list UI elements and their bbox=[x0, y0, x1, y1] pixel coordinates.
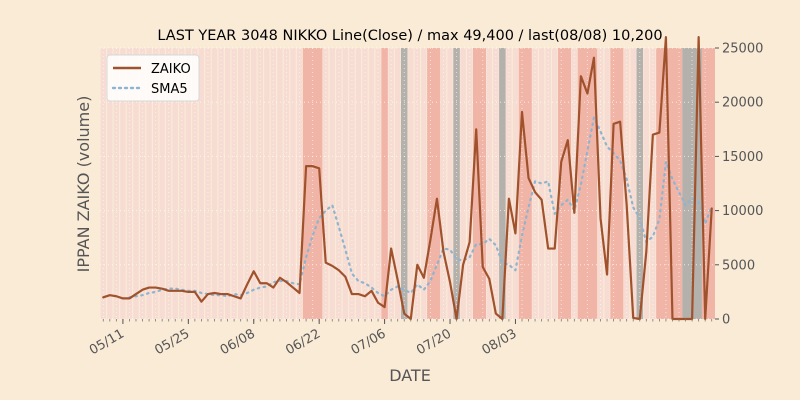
day-stripe bbox=[159, 48, 165, 319]
day-stripe bbox=[100, 48, 106, 319]
legend: ZAIKO SMA5 bbox=[106, 54, 200, 102]
day-stripe bbox=[440, 48, 447, 319]
highlight-band-5 bbox=[453, 48, 460, 319]
day-stripe bbox=[264, 48, 270, 319]
x-tick-label-0: 05/11 bbox=[87, 326, 127, 358]
day-stripe bbox=[251, 48, 257, 319]
highlight-band-2 bbox=[381, 48, 388, 319]
day-stripe bbox=[120, 48, 126, 319]
highlight-band-15 bbox=[701, 48, 715, 319]
day-stripe bbox=[421, 48, 427, 319]
day-stripe bbox=[166, 48, 172, 319]
day-stripe bbox=[290, 48, 296, 319]
day-stripe bbox=[323, 48, 329, 319]
legend-label-zaiko: ZAIKO bbox=[151, 62, 191, 77]
x-tick-label-4: 07/06 bbox=[349, 326, 389, 358]
day-stripe bbox=[342, 48, 349, 319]
x-axis-label: DATE bbox=[389, 366, 431, 385]
day-stripe bbox=[205, 48, 211, 319]
day-stripe bbox=[362, 48, 368, 319]
day-stripe bbox=[408, 48, 414, 319]
day-stripe bbox=[388, 48, 394, 319]
day-stripe bbox=[270, 48, 277, 319]
highlight-band-9 bbox=[557, 48, 572, 319]
day-stripe bbox=[126, 48, 133, 319]
highlight-band-4 bbox=[427, 48, 441, 319]
day-stripe bbox=[604, 48, 610, 319]
day-stripe bbox=[650, 48, 656, 319]
day-stripe bbox=[224, 48, 231, 319]
day-stripe bbox=[395, 48, 401, 319]
day-stripe bbox=[277, 48, 283, 319]
day-stripe bbox=[257, 48, 263, 319]
day-stripe bbox=[630, 48, 636, 319]
x-tick-label-5: 07/20 bbox=[414, 326, 454, 358]
day-stripe bbox=[113, 48, 120, 319]
highlight-band-7 bbox=[499, 48, 506, 319]
series-line-sma5 bbox=[128, 116, 713, 299]
day-stripe bbox=[506, 48, 512, 319]
day-stripe bbox=[329, 48, 335, 319]
series-lines bbox=[102, 36, 713, 321]
day-stripe bbox=[643, 48, 649, 319]
y-tick-label-3: 15000 bbox=[722, 150, 763, 165]
day-stripe bbox=[192, 48, 198, 319]
day-stripe bbox=[460, 48, 466, 319]
day-stripe bbox=[296, 48, 303, 319]
highlight-band-12 bbox=[636, 48, 644, 319]
x-tick-label-3: 06/22 bbox=[283, 326, 323, 358]
x-tick-label-6: 08/03 bbox=[480, 326, 520, 358]
day-stripe bbox=[146, 48, 152, 319]
day-stripe bbox=[447, 48, 453, 319]
day-stripe bbox=[486, 48, 492, 319]
day-stripe bbox=[133, 48, 139, 319]
series-line-zaiko bbox=[102, 36, 713, 321]
day-stripe bbox=[107, 48, 113, 319]
y-tick-label-1: 5000 bbox=[722, 258, 755, 273]
highlight-band-11 bbox=[610, 48, 624, 319]
y-tick-label-0: 0 bbox=[722, 313, 730, 328]
y-tick-label-4: 20000 bbox=[722, 96, 763, 111]
day-stripe bbox=[218, 48, 224, 319]
day-stripe bbox=[466, 48, 473, 319]
day-stripe bbox=[355, 48, 362, 319]
day-stripe bbox=[597, 48, 604, 319]
legend-box bbox=[106, 54, 200, 102]
day-stripe bbox=[237, 48, 244, 319]
day-stripe bbox=[493, 48, 499, 319]
day-stripe bbox=[244, 48, 250, 319]
day-stripe bbox=[179, 48, 185, 319]
day-stripe bbox=[512, 48, 519, 319]
day-stripe bbox=[375, 48, 381, 319]
highlight-band-3 bbox=[400, 48, 408, 319]
day-stripe bbox=[185, 48, 191, 319]
day-stripe bbox=[368, 48, 375, 319]
x-tick-label-1: 05/25 bbox=[152, 326, 192, 358]
day-stripe bbox=[152, 48, 159, 319]
chart-title: LAST YEAR 3048 NIKKO Line(Close) / max 4… bbox=[157, 28, 662, 44]
day-stripe bbox=[349, 48, 355, 319]
day-stripe bbox=[139, 48, 146, 319]
y-tick-label-5: 25000 bbox=[722, 42, 763, 57]
day-stripe bbox=[211, 48, 218, 319]
day-stripe bbox=[414, 48, 420, 319]
y-tick-label-2: 10000 bbox=[722, 204, 763, 219]
legend-label-sma5: SMA5 bbox=[151, 82, 188, 97]
day-stripe bbox=[624, 48, 630, 319]
day-stripe bbox=[552, 48, 558, 319]
x-tick-label-2: 06/08 bbox=[218, 326, 258, 358]
day-stripe bbox=[283, 48, 290, 319]
day-stripe bbox=[571, 48, 578, 319]
y-axis-label: IPPAN ZAIKO (volume) bbox=[74, 96, 93, 273]
day-stripe bbox=[336, 48, 342, 319]
highlight-band-10 bbox=[577, 48, 598, 319]
day-stripe bbox=[198, 48, 205, 319]
day-stripe bbox=[231, 48, 237, 319]
day-stripe bbox=[172, 48, 178, 319]
